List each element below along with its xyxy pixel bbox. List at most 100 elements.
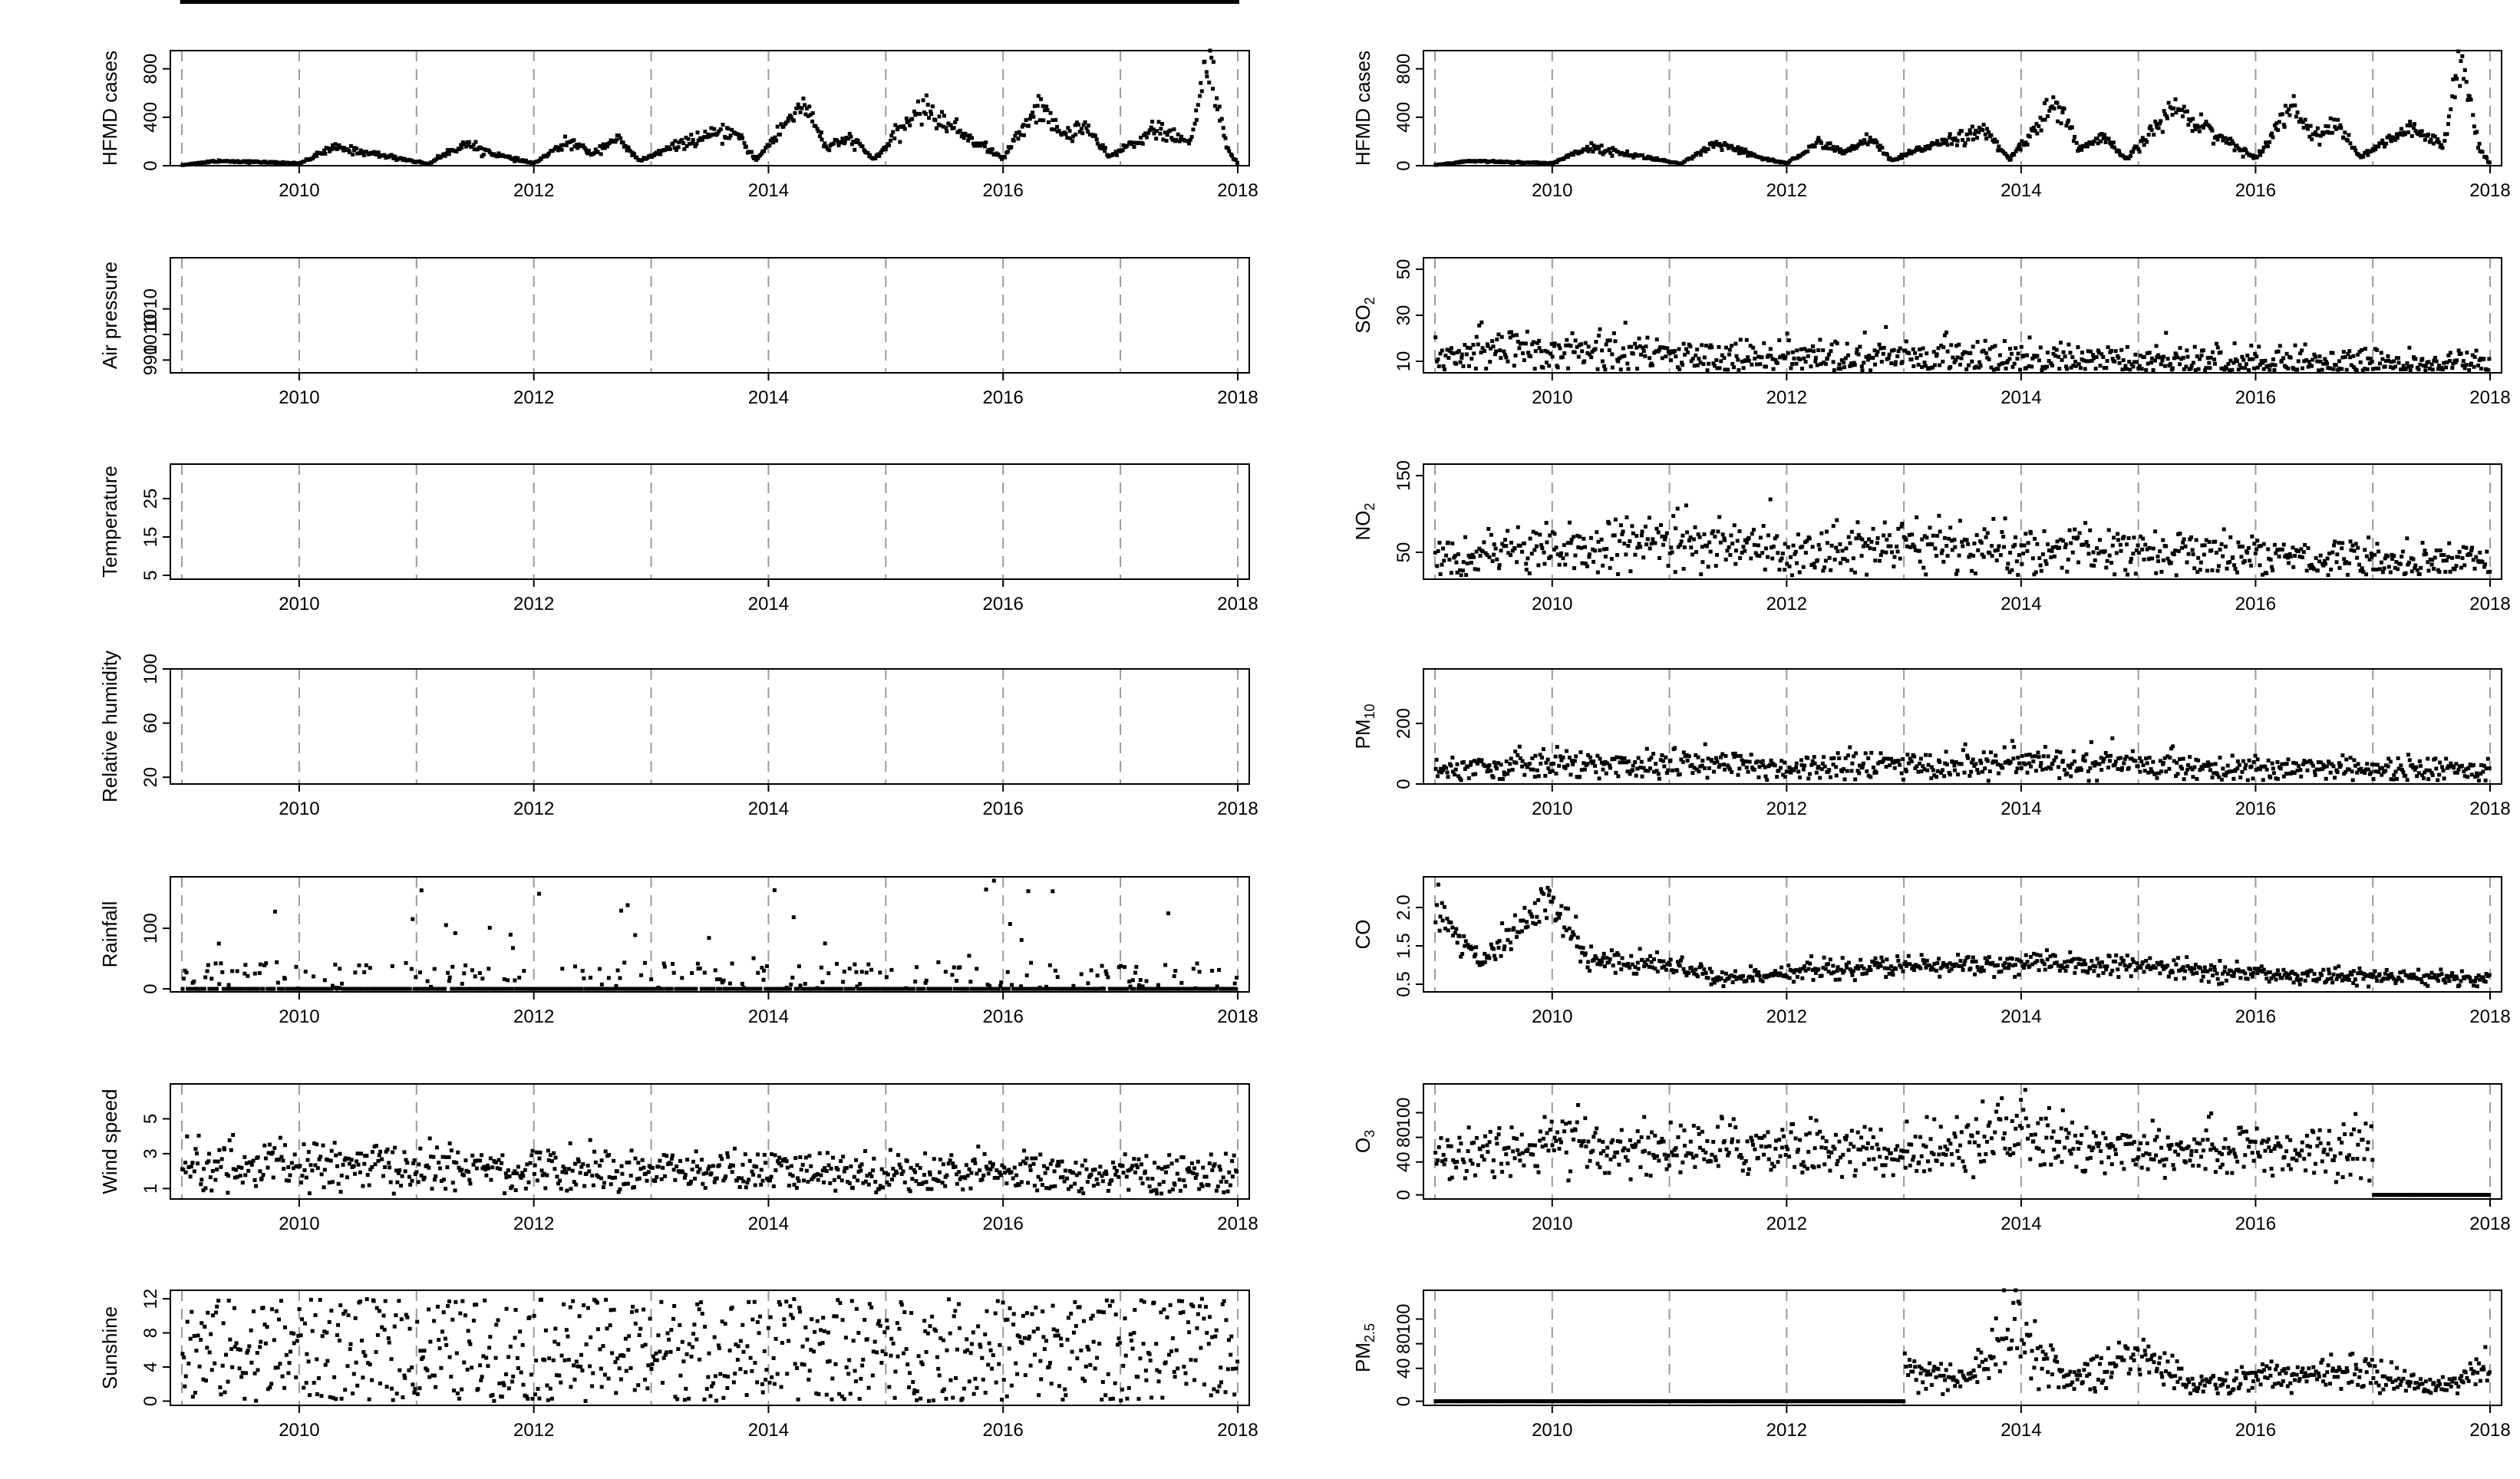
data-point xyxy=(1829,543,1834,548)
data-point xyxy=(1974,364,1978,369)
data-point xyxy=(2121,358,2126,363)
data-point xyxy=(1989,133,1994,137)
data-point xyxy=(1828,141,1832,146)
data-point xyxy=(770,137,774,141)
data-point xyxy=(1130,140,1135,145)
data-point xyxy=(2243,366,2248,371)
data-point xyxy=(2249,344,2254,348)
data-point xyxy=(1674,526,1678,531)
data-point xyxy=(1450,541,1455,545)
data-point xyxy=(1120,148,1125,153)
data-point xyxy=(2195,354,2199,359)
data-point xyxy=(2063,542,2068,547)
data-point xyxy=(2462,77,2466,81)
data-point xyxy=(2008,347,2013,351)
data-point xyxy=(186,162,191,166)
data-point xyxy=(1640,153,1644,157)
data-point xyxy=(1670,550,1674,555)
data-point xyxy=(739,133,744,137)
data-point xyxy=(1037,118,1042,123)
data-point xyxy=(893,123,898,127)
data-point xyxy=(1862,140,1867,145)
data-point xyxy=(1587,555,1591,559)
data-point xyxy=(2084,540,2089,545)
x-tick-label: 2014 xyxy=(2000,180,2041,201)
data-point xyxy=(1149,125,1153,130)
data-point xyxy=(709,126,714,130)
data-point xyxy=(1552,344,1556,348)
data-point xyxy=(2258,153,2262,157)
data-point xyxy=(2164,331,2169,335)
data-point xyxy=(2368,149,2373,153)
data-point xyxy=(595,150,600,155)
x-tick-label: 2018 xyxy=(2469,180,2510,201)
data-point xyxy=(2363,347,2367,351)
data-point xyxy=(856,139,860,143)
data-point xyxy=(1603,554,1608,558)
data-point xyxy=(2296,359,2301,364)
data-point xyxy=(681,141,686,146)
data-point xyxy=(2097,538,2102,542)
data-point xyxy=(1936,346,1941,351)
data-point xyxy=(1810,344,1815,348)
data-point xyxy=(2186,123,2191,127)
data-point xyxy=(1114,153,1119,157)
data-point xyxy=(2192,124,2197,128)
data-point xyxy=(2160,130,2165,134)
data-point xyxy=(2156,554,2160,558)
data-point xyxy=(2136,543,2140,548)
data-point xyxy=(1697,535,1702,539)
data-point xyxy=(1583,341,1588,345)
data-point xyxy=(2270,565,2274,569)
data-point xyxy=(1945,349,1950,354)
data-point xyxy=(873,156,878,160)
data-point xyxy=(2350,543,2355,548)
data-point xyxy=(2060,357,2064,362)
data-point xyxy=(1469,560,1473,565)
data-point xyxy=(2373,366,2378,371)
data-point xyxy=(1073,123,1077,127)
data-point xyxy=(2123,568,2128,572)
data-point xyxy=(2201,348,2205,353)
data-point xyxy=(2276,349,2281,354)
data-point xyxy=(933,118,938,123)
data-point xyxy=(1859,139,1863,143)
data-point xyxy=(2090,142,2095,147)
data-point xyxy=(2352,548,2357,553)
data-point xyxy=(2114,551,2119,555)
data-point xyxy=(2333,539,2337,544)
data-point xyxy=(2445,132,2449,137)
data-point xyxy=(2053,354,2057,358)
data-point xyxy=(1755,553,1760,558)
data-point xyxy=(405,158,410,163)
data-point xyxy=(2429,137,2433,142)
data-point xyxy=(1848,541,1852,545)
data-point xyxy=(1845,353,1850,357)
data-point xyxy=(2389,139,2393,143)
data-point xyxy=(2199,353,2204,357)
data-point xyxy=(2440,146,2445,150)
data-point xyxy=(1516,160,1521,164)
data-point xyxy=(2024,140,2028,145)
data-point xyxy=(2083,521,2088,525)
data-point xyxy=(1650,157,1654,162)
data-point xyxy=(2008,550,2013,555)
data-point xyxy=(2051,351,2056,356)
data-point xyxy=(2141,536,2146,541)
data-point xyxy=(2421,364,2426,368)
data-point xyxy=(2377,567,2382,572)
data-point xyxy=(275,160,280,165)
data-point xyxy=(2281,356,2286,361)
data-point xyxy=(2346,351,2350,356)
data-point xyxy=(929,109,933,114)
data-point xyxy=(1531,529,1535,534)
x-tick-label: 2018 xyxy=(1217,594,1258,614)
data-point xyxy=(2388,365,2393,370)
data-point xyxy=(1194,117,1199,122)
data-point xyxy=(1672,160,1677,165)
data-point xyxy=(1846,535,1851,539)
data-point xyxy=(728,133,733,138)
data-point xyxy=(1624,149,1629,153)
data-point xyxy=(2453,360,2458,364)
